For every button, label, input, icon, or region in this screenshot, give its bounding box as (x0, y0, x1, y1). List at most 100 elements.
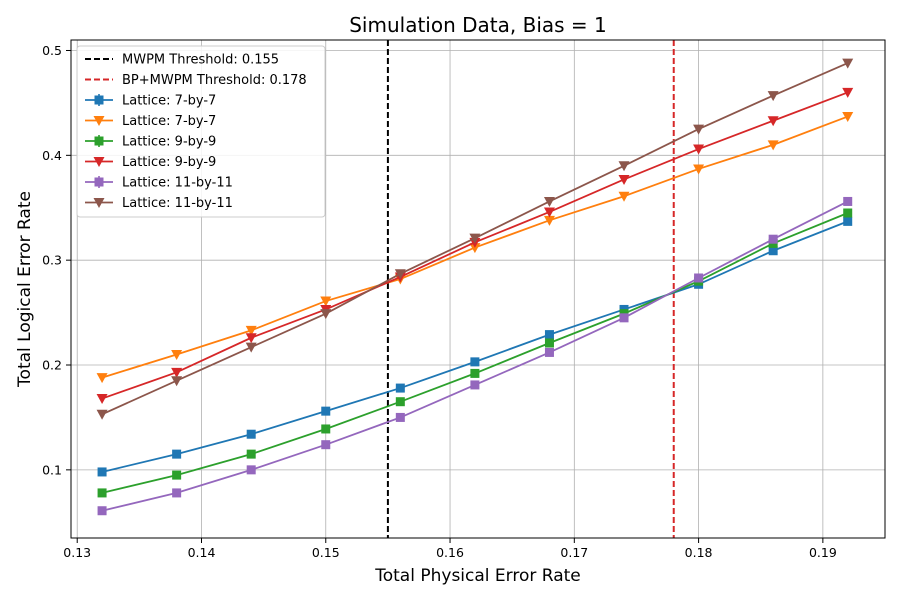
legend-marker (94, 136, 104, 146)
data-point (172, 470, 182, 480)
data-point (693, 164, 705, 175)
data-point (172, 449, 182, 459)
legend-label: Lattice: 9-by-9 (122, 155, 216, 170)
data-point (470, 380, 480, 390)
data-point (843, 208, 853, 218)
x-tick-label: 0.15 (312, 545, 340, 560)
data-point (171, 350, 183, 361)
data-point (693, 124, 705, 135)
data-point (543, 196, 555, 207)
threshold-lines (386, 40, 675, 538)
legend-marker (93, 116, 105, 126)
data-point (768, 246, 778, 256)
data-point (321, 440, 331, 450)
data-point (469, 243, 481, 254)
data-point (469, 233, 481, 244)
chart-title: Simulation Data, Bias = 1 (349, 13, 607, 37)
x-tick-label: 0.19 (809, 545, 837, 560)
y-tick-label: 0.2 (42, 358, 62, 373)
legend-marker (93, 198, 105, 208)
data-point (96, 409, 108, 420)
legend-entry: Lattice: 9-by-9 (85, 155, 216, 170)
data-point (470, 368, 480, 378)
data-point (246, 465, 256, 475)
series-5 (96, 58, 854, 420)
legend-entry: Lattice: 11-by-11 (85, 196, 233, 211)
y-axis-label: Total Logical Error Rate (15, 191, 35, 388)
data-point (767, 140, 779, 151)
legend-entry: Lattice: 11-by-11 (85, 176, 233, 191)
legend-label: Lattice: 9-by-9 (122, 135, 216, 150)
axes: 0.13 0.14 0.15 0.16 0.17 0.18 0.19 0.1 0.2 0.3 0.4… (42, 39, 886, 560)
data-point (320, 296, 332, 307)
data-point (470, 357, 480, 367)
data-point (395, 383, 405, 393)
x-tick-label: 0.18 (685, 545, 713, 560)
data-point (171, 367, 183, 378)
data-point (843, 216, 853, 226)
data-point (96, 394, 108, 405)
x-tick-label: 0.16 (436, 545, 464, 560)
data-point (767, 116, 779, 127)
data-series (96, 58, 854, 516)
data-point (843, 196, 853, 206)
grid-lines (71, 40, 885, 538)
data-point (96, 373, 108, 384)
data-point (394, 269, 406, 280)
legend-entry: BP+MWPM Threshold: 0.178 (85, 73, 307, 88)
data-point (320, 309, 332, 320)
legend-marker (94, 95, 104, 105)
data-point (842, 112, 854, 123)
data-point (544, 347, 554, 357)
legend-entry: Lattice: 7-by-7 (85, 114, 216, 129)
data-point (543, 207, 555, 218)
x-tick-label: 0.17 (560, 545, 588, 560)
data-point (172, 488, 182, 498)
data-point (618, 174, 630, 185)
x-tick-label: 0.14 (188, 545, 216, 560)
data-point (543, 215, 555, 226)
data-point (694, 273, 704, 283)
x-tick-label: 0.13 (63, 545, 91, 560)
y-tick-label: 0.4 (42, 148, 62, 163)
data-point (693, 144, 705, 155)
data-point (246, 429, 256, 439)
data-point (767, 91, 779, 102)
legend-entry: Lattice: 7-by-7 (85, 94, 216, 109)
legend-label: Lattice: 11-by-11 (122, 196, 233, 211)
legend-marker (94, 177, 104, 187)
x-axis-label: Total Physical Error Rate (374, 566, 581, 586)
data-point (245, 342, 257, 353)
y-tick-label: 0.5 (42, 43, 62, 58)
data-point (544, 338, 554, 348)
data-point (245, 333, 257, 344)
data-point (246, 449, 256, 459)
plot-frame (70, 39, 886, 539)
data-point (619, 313, 629, 323)
legend-marker (93, 157, 105, 167)
legend-label: BP+MWPM Threshold: 0.178 (122, 73, 307, 88)
y-tick-label: 0.1 (42, 462, 62, 477)
legend-entry: MWPM Threshold: 0.155 (85, 53, 279, 68)
data-point (321, 424, 331, 434)
legend-label: MWPM Threshold: 0.155 (122, 53, 279, 68)
data-point (768, 234, 778, 244)
data-point (618, 161, 630, 172)
legend: MWPM Threshold: 0.155 BP+MWPM Threshold: … (76, 45, 326, 218)
data-point (245, 325, 257, 336)
data-point (618, 191, 630, 202)
series-4 (97, 196, 853, 516)
legend-label: Lattice: 11-by-11 (122, 176, 233, 191)
data-point (171, 376, 183, 387)
y-tick-label: 0.3 (42, 253, 62, 268)
data-point (97, 488, 107, 498)
legend-label: Lattice: 7-by-7 (122, 94, 216, 109)
data-point (97, 467, 107, 477)
data-point (395, 397, 405, 407)
data-point (842, 87, 854, 98)
data-point (321, 406, 331, 416)
legend-box (76, 45, 326, 218)
data-point (97, 506, 107, 516)
